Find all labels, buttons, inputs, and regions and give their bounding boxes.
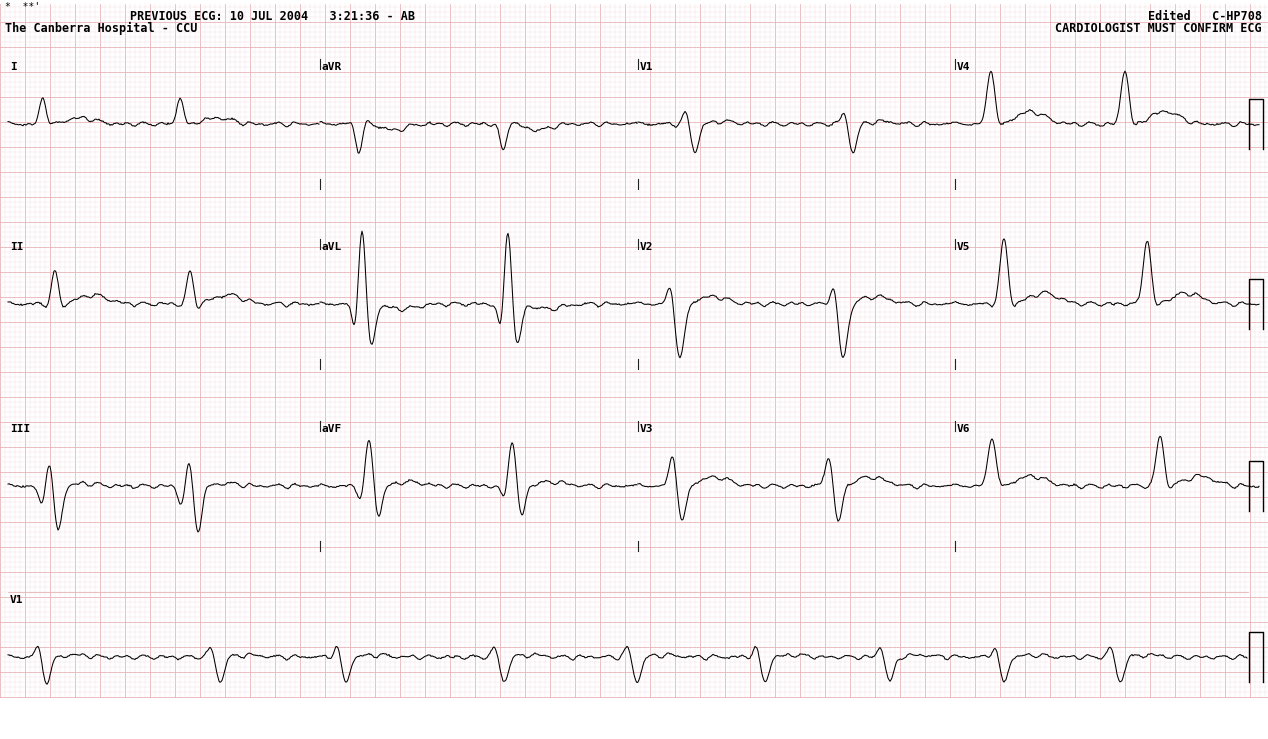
- Text: V1: V1: [10, 595, 24, 605]
- Text: V1: V1: [640, 62, 653, 72]
- Text: V3: V3: [640, 424, 653, 434]
- Text: The Canberra Hospital - CCU: The Canberra Hospital - CCU: [5, 22, 198, 35]
- Text: I: I: [10, 62, 16, 72]
- Text: V4: V4: [957, 62, 970, 72]
- Text: aVR: aVR: [322, 62, 342, 72]
- Text: PREVIOUS ECG: 10 JUL 2004   3:21:36 - AB: PREVIOUS ECG: 10 JUL 2004 3:21:36 - AB: [131, 10, 415, 23]
- Text: II: II: [10, 242, 24, 252]
- Text: CARDIOLOGIST MUST CONFIRM ECG: CARDIOLOGIST MUST CONFIRM ECG: [1055, 22, 1262, 35]
- Text: Edited   C-HP708: Edited C-HP708: [1148, 10, 1262, 23]
- Text: *  **': * **': [5, 2, 41, 12]
- Text: aVF: aVF: [322, 424, 342, 434]
- Text: III: III: [10, 424, 30, 434]
- Text: aVL: aVL: [322, 242, 342, 252]
- Text: V2: V2: [640, 242, 653, 252]
- Text: V5: V5: [957, 242, 970, 252]
- Text: V6: V6: [957, 424, 970, 434]
